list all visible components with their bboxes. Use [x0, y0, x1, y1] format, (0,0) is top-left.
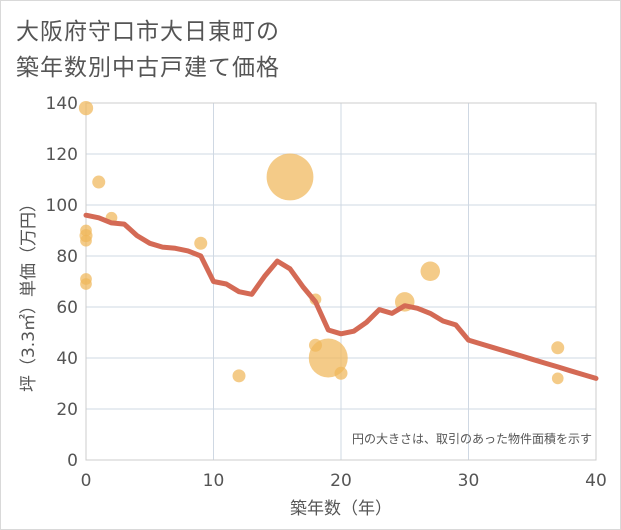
- bubble-point: [551, 372, 564, 385]
- bubble-size-note: 円の大きさは、取引のあった物件面積を示す: [352, 431, 592, 446]
- y-tick-label: 120: [46, 145, 78, 165]
- bubble-point: [78, 100, 94, 116]
- grid-lines: [85, 102, 597, 461]
- x-tick-label: 40: [585, 471, 607, 491]
- y-axis-title: 坪（3.3㎡）単価（万円）: [19, 195, 39, 392]
- x-tick-label: 30: [458, 471, 480, 491]
- x-tick-label: 20: [330, 471, 352, 491]
- bubble-point: [80, 234, 92, 247]
- bubble-point: [232, 369, 246, 383]
- chart-title: 大阪府守口市大日東町の 築年数別中古戸建て価格: [16, 14, 280, 86]
- y-tick-label: 20: [56, 400, 78, 420]
- chart-title-line1: 大阪府守口市大日東町の: [16, 19, 280, 45]
- x-tick-label: 10: [203, 471, 225, 491]
- y-tick-label: 40: [56, 349, 78, 369]
- y-tick-label: 140: [46, 94, 78, 114]
- bubble-series: [78, 100, 565, 385]
- y-tick-label: 0: [67, 451, 78, 471]
- bubble-point: [266, 153, 314, 201]
- x-tick-label: 0: [81, 471, 92, 491]
- bubble-point: [334, 366, 348, 380]
- bubble-point: [194, 236, 208, 250]
- bubble-point: [80, 278, 92, 290]
- y-tick-label: 100: [46, 196, 78, 216]
- x-axis-ticks: 0 10 20 30 40: [81, 471, 607, 491]
- y-tick-label: 60: [56, 298, 78, 318]
- bubble-point: [420, 261, 440, 282]
- trend-line: [83, 212, 599, 381]
- y-tick-label: 80: [56, 247, 78, 267]
- bubble-point: [92, 175, 106, 189]
- y-axis-ticks: 0 20 40 60 80 100 120 140: [46, 94, 78, 471]
- bubble-point: [551, 341, 565, 355]
- chart-title-line2: 築年数別中古戸建て価格: [16, 55, 280, 81]
- x-axis-title: 築年数（年）: [290, 499, 392, 519]
